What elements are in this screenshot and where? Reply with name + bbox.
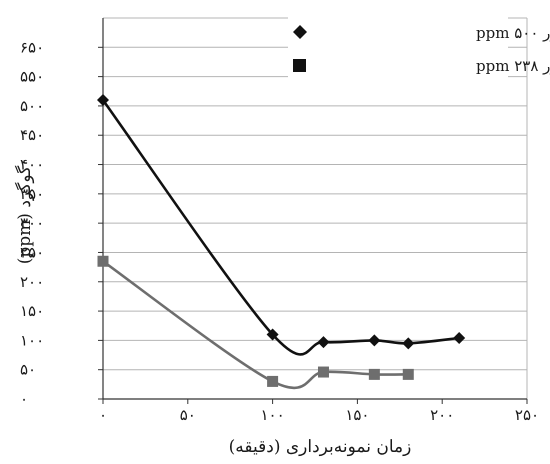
axes [98, 18, 528, 404]
y-tick-label-5: ۲۵۰ [20, 243, 44, 261]
series-2-point-3 [317, 366, 329, 378]
series-1-point-2 [266, 328, 279, 341]
series-1-point-1 [97, 94, 109, 107]
x-tick-label-0: ۰ [99, 406, 107, 424]
legend-marker-square [293, 59, 306, 72]
series-2-point-4 [368, 368, 380, 380]
series-2-point-5 [402, 368, 414, 380]
legend-box [288, 16, 508, 84]
legend-label-series-1: سولفور ۵۰۰ ppm [476, 24, 550, 42]
y-tick-label-0: ۰ [20, 390, 28, 408]
y-tick-label-10: ۵۰۰ [20, 97, 44, 115]
y-tick-label-12: ۶۵۰ [20, 38, 44, 56]
y-tick-label-3: ۱۵۰ [20, 302, 44, 320]
x-tick-label-2: ۱۰۰ [261, 406, 285, 424]
series-1-point-3 [317, 336, 330, 349]
series-1-point-4 [368, 334, 381, 347]
y-tick-label-11: ۵۵۰ [20, 68, 44, 86]
y-axis-title: گوگرد (ppm) [14, 165, 35, 264]
y-tick-label-7: ۳۵۰ [20, 185, 44, 203]
legend: سولفور ۵۰۰ ppm سولفور ۲۳۸ ppm [288, 16, 550, 84]
x-tick-label-4: ۲۰۰ [430, 406, 454, 424]
y-tick-label-9: ۴۵۰ [20, 126, 44, 144]
series-1-point-6 [453, 332, 466, 345]
x-axis-title: زمان نمونه‌برداری (دقیقه) [229, 437, 412, 457]
y-tick-label-6: ۳۰۰ [20, 214, 44, 232]
y-tick-label-8: ۴۰۰ [20, 156, 44, 174]
y-tick-labels: ۰ ۵۰ ۱۰۰ ۱۵۰ ۲۰۰ ۲۵۰ ۳۰۰ ۳۵۰ ۴۰۰ ۴۵۰ ۵۰۰ ۵۵۰ ۶۵۰ [20, 38, 44, 408]
series-markers [97, 94, 466, 387]
series-1-point-5 [402, 337, 415, 350]
legend-marker-diamond [293, 25, 307, 39]
x-tick-label-1: ۵۰ [180, 406, 196, 424]
legend-label-series-2: سولفور ۲۳۸ ppm [476, 57, 550, 75]
y-tick-label-4: ۲۰۰ [20, 273, 44, 291]
y-tick-label-2: ۱۰۰ [20, 331, 44, 349]
x-tick-label-3: ۱۵۰ [345, 406, 369, 424]
series-2-point-1 [97, 255, 109, 267]
x-tick-label-5: ۲۵۰ [515, 406, 539, 424]
series-2-point-2 [267, 375, 279, 387]
y-tick-label-1: ۵۰ [20, 361, 36, 379]
x-tick-labels: ۰ ۵۰ ۱۰۰ ۱۵۰ ۲۰۰ ۲۵۰ [99, 406, 539, 424]
